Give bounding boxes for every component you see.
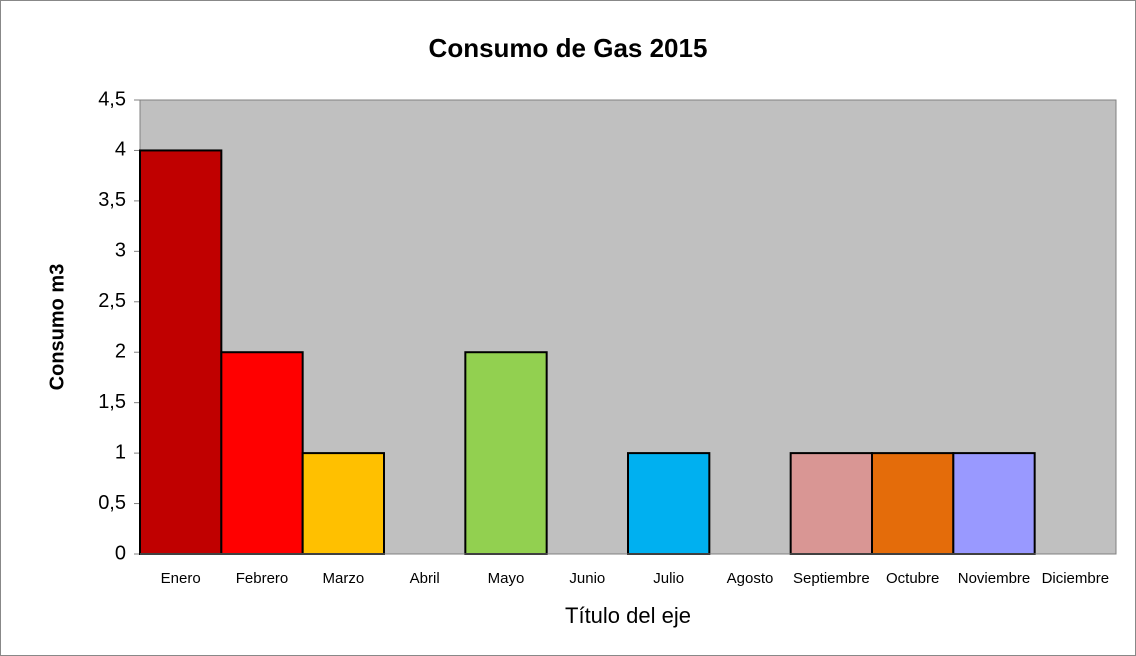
x-tick-label: Diciembre	[1042, 570, 1110, 587]
x-tick-label: Julio	[653, 570, 684, 587]
y-tick-label: 0,5	[98, 492, 126, 514]
bar	[464, 351, 548, 555]
y-tick-label: 2,5	[98, 290, 126, 312]
bar	[139, 149, 223, 555]
y-tick-label: 3,5	[98, 189, 126, 211]
bar	[220, 351, 304, 555]
x-tick-label: Marzo	[322, 570, 364, 587]
x-axis-title: Título del eje	[565, 603, 691, 628]
y-tick-label: 3	[115, 240, 126, 262]
y-tick-label: 1	[115, 441, 126, 463]
y-axis-title: Consumo m3	[46, 264, 68, 391]
x-tick-label: Junio	[569, 570, 605, 587]
x-tick-label: Agosto	[727, 570, 774, 587]
bar	[789, 452, 874, 555]
y-tick-label: 4,5	[98, 88, 126, 110]
x-tick-label: Septiembre	[793, 570, 870, 587]
x-tick-label: Febrero	[236, 570, 289, 587]
x-tick-label: Octubre	[886, 570, 939, 587]
y-tick-label: 4	[115, 139, 126, 161]
x-tick-label: Enero	[161, 570, 201, 587]
bar	[952, 452, 1036, 555]
y-tick-label: 1,5	[98, 391, 126, 413]
bar	[301, 452, 385, 555]
y-tick-label: 0	[115, 542, 126, 564]
x-tick-label: Abril	[410, 570, 440, 587]
bar	[627, 452, 711, 555]
y-tick-label: 2	[115, 341, 126, 363]
x-tick-label: Mayo	[488, 570, 525, 587]
chart-title: Consumo de Gas 2015	[429, 33, 708, 63]
bar	[871, 452, 955, 555]
x-tick-label: Noviembre	[958, 570, 1031, 587]
